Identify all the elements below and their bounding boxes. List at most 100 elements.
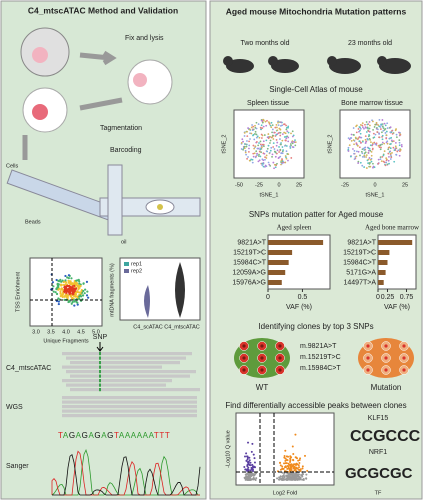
dot	[365, 121, 368, 123]
snp-base	[99, 361, 101, 365]
dot	[360, 150, 363, 153]
dot	[273, 163, 276, 166]
dot	[281, 139, 284, 142]
dot	[294, 139, 296, 142]
dot	[257, 155, 260, 157]
read	[62, 352, 192, 356]
dot	[362, 126, 364, 129]
dot	[394, 129, 397, 132]
dot	[368, 157, 371, 159]
dot	[349, 155, 352, 158]
step-label: oil	[121, 239, 127, 245]
bar	[268, 260, 289, 265]
dot	[382, 154, 385, 157]
dot	[367, 135, 370, 138]
dot	[380, 160, 383, 163]
dot	[378, 119, 381, 121]
dot	[246, 157, 248, 160]
dot	[283, 123, 285, 126]
dot	[352, 148, 354, 150]
dot	[279, 461, 282, 464]
legend-swatch	[124, 269, 129, 273]
dot	[261, 127, 264, 130]
age-label: Two months old	[240, 40, 289, 47]
dot	[364, 135, 367, 138]
dot	[250, 475, 253, 478]
dot	[398, 144, 401, 147]
dot	[292, 467, 295, 470]
dot	[386, 142, 389, 145]
dot	[298, 461, 301, 464]
dot	[375, 142, 378, 145]
dot	[385, 159, 388, 162]
dot	[361, 140, 364, 143]
dot	[361, 122, 364, 124]
dot	[253, 147, 256, 150]
dot	[381, 125, 384, 128]
dot	[284, 459, 287, 462]
dot	[364, 146, 367, 149]
dot	[400, 145, 403, 148]
dot	[283, 131, 286, 134]
dot	[282, 467, 285, 470]
dot	[73, 284, 76, 287]
dot	[372, 128, 374, 131]
dot	[363, 154, 366, 157]
dot	[261, 143, 264, 146]
dot	[251, 129, 254, 132]
dot	[246, 458, 249, 461]
base: T	[114, 431, 119, 440]
x-tick-label: 0	[277, 182, 280, 188]
chart-title: Aged bone marrow	[365, 224, 420, 232]
dot	[373, 166, 376, 169]
dot	[385, 157, 388, 160]
dot	[283, 462, 286, 465]
dot	[253, 474, 256, 477]
dot	[388, 146, 391, 149]
dot	[372, 132, 375, 135]
bar-chart: Aged bone marrow 9821A>T 15219T>C 15984C>T 5…	[343, 224, 420, 311]
dot	[78, 298, 81, 301]
dot	[70, 283, 73, 286]
nucleus	[278, 356, 282, 360]
dot	[248, 128, 251, 131]
dot	[259, 147, 262, 150]
mutation-label: m.15219T>C	[300, 354, 341, 361]
dot	[60, 288, 63, 291]
category-label: 15219T>C	[343, 249, 376, 256]
dot	[244, 149, 247, 152]
dot	[287, 467, 290, 470]
nucleus	[366, 356, 370, 360]
dot	[54, 291, 57, 294]
dot	[394, 142, 397, 144]
dot	[269, 142, 271, 144]
dot	[247, 462, 250, 465]
section-title: Single-Cell Atlas of mouse	[269, 85, 363, 94]
dot	[243, 143, 246, 145]
dot	[59, 292, 62, 295]
dot	[265, 154, 268, 157]
dot	[371, 143, 374, 146]
dot	[59, 290, 62, 293]
dot	[361, 124, 364, 127]
dot	[288, 463, 291, 466]
motif-logo: CCGCCC	[350, 428, 421, 445]
dot	[263, 134, 266, 136]
dot	[64, 294, 67, 297]
dot	[280, 142, 282, 144]
dot	[361, 164, 364, 167]
dot	[354, 156, 357, 158]
dot	[270, 126, 273, 129]
group-label: C4_scATAC	[133, 324, 162, 330]
qc-dots	[50, 273, 90, 307]
dot	[246, 455, 249, 458]
dot	[298, 466, 301, 469]
base: A	[63, 431, 69, 440]
dot	[265, 124, 268, 127]
dot	[277, 120, 280, 123]
bar	[268, 250, 293, 255]
dot	[383, 150, 386, 153]
dot	[379, 128, 382, 130]
dot	[284, 457, 287, 460]
dot	[286, 130, 289, 133]
